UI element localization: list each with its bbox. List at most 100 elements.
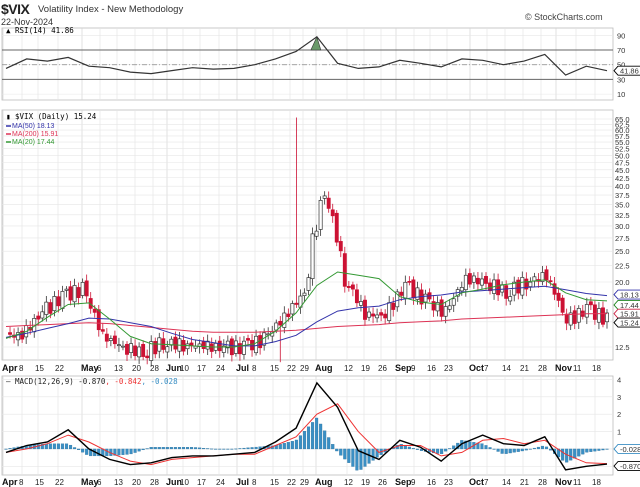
rsi-y-tick: 30 — [617, 75, 625, 84]
candle — [342, 253, 347, 287]
candle — [205, 340, 210, 350]
price-tag-3-text: 15.24 — [620, 319, 639, 328]
candle — [584, 304, 589, 318]
candle — [480, 278, 484, 286]
candle — [104, 333, 109, 342]
candle — [314, 230, 319, 237]
x-tick-label: 20 — [132, 364, 141, 373]
rsi-y-tick: 70 — [617, 46, 625, 55]
macd-y-tick: 1 — [617, 428, 621, 437]
price-tag-1-text: 17.44 — [620, 301, 639, 310]
price-y-tick: 37.5 — [615, 191, 630, 200]
candle — [371, 313, 376, 317]
candle — [56, 296, 61, 307]
x-tick-label: 15 — [270, 364, 279, 373]
price-y-tick: 45.0 — [615, 166, 630, 175]
x-tick-label: 8 — [19, 478, 24, 487]
x-tick-label: Jun — [166, 477, 182, 487]
x-tick-label: 13 — [114, 478, 123, 487]
price-legend: ▮ $VIX (Daily) 15.24 — [6, 112, 97, 121]
candle — [431, 301, 436, 311]
x-tick-label: 11 — [573, 478, 582, 487]
candle — [500, 284, 505, 293]
candle — [294, 302, 299, 305]
candle — [399, 291, 404, 296]
price-y-tick: 35.0 — [615, 201, 630, 210]
candle — [282, 312, 287, 328]
candle — [528, 281, 533, 287]
candle — [391, 302, 396, 310]
x-tick-label: 29 — [300, 364, 309, 373]
price-y-tick: 27.5 — [615, 234, 630, 243]
x-tick-label: 23 — [444, 478, 453, 487]
candle — [544, 269, 549, 281]
rsi-value-tag-text: 41.86 — [620, 67, 639, 76]
candle — [242, 340, 246, 355]
candle — [467, 273, 472, 285]
x-tick-label: 28 — [150, 478, 159, 487]
candle — [592, 304, 597, 320]
candle — [379, 312, 384, 316]
ma20-legend: MA(20) 17.44 — [12, 139, 55, 146]
candle — [403, 281, 408, 299]
candle — [601, 307, 605, 325]
candle — [64, 288, 69, 291]
x-tick-label: Jun — [166, 363, 182, 373]
x-tick-label: 28 — [538, 478, 547, 487]
x-tick-label: 28 — [150, 364, 159, 373]
signal-line — [5, 403, 608, 466]
x-tick-label: Aug — [315, 363, 333, 373]
x-tick-label: 21 — [520, 364, 529, 373]
price-y-tick: 65.0 — [615, 115, 630, 124]
candle — [322, 195, 327, 199]
candle — [149, 341, 154, 361]
price-tag-2-text: 15.91 — [620, 310, 639, 319]
x-tick-label: 29 — [300, 478, 309, 487]
x-tick-label: 7 — [484, 478, 489, 487]
x-tick-label: 16 — [427, 478, 436, 487]
candle — [524, 278, 529, 290]
price-panel: 65.062.560.057.555.052.550.047.545.042.5… — [1, 109, 640, 367]
candle — [560, 297, 565, 313]
candle — [278, 320, 283, 326]
rsi-y-tick: 90 — [617, 31, 625, 40]
candle — [92, 308, 97, 313]
x-tick-label: 8 — [252, 364, 257, 373]
price-tag-3 — [613, 317, 640, 328]
candle — [407, 280, 412, 283]
x-tick-label: 9 — [411, 364, 416, 373]
candle — [121, 345, 125, 348]
candle — [338, 241, 343, 252]
candle — [516, 279, 521, 294]
candle — [572, 310, 577, 324]
candle — [367, 311, 371, 318]
candle — [306, 277, 311, 291]
x-tick-label: 17 — [197, 364, 206, 373]
rsi-y-tick: 10 — [617, 90, 625, 99]
candle — [318, 199, 323, 230]
candle — [80, 281, 85, 296]
candle — [596, 308, 601, 323]
candle — [44, 301, 49, 315]
candle — [96, 309, 101, 331]
candle — [76, 287, 81, 298]
candle — [411, 279, 416, 299]
candle — [326, 197, 331, 209]
x-tick-label: Nov — [555, 363, 572, 373]
x-tick-label: 15 — [270, 478, 279, 487]
x-tick-label: 18 — [592, 478, 601, 487]
x-tick-label: Jul — [236, 363, 249, 373]
x-tick-label: Jul — [236, 477, 249, 487]
candle — [246, 338, 250, 341]
price-tag-1 — [613, 299, 640, 310]
candle — [504, 285, 509, 299]
x-tick-label: May — [81, 477, 99, 487]
candle — [605, 312, 609, 323]
macd-value-tag-text: -0.870 — [620, 462, 640, 471]
candle — [447, 305, 452, 310]
candle — [141, 344, 146, 357]
candle — [363, 299, 367, 320]
candle — [201, 340, 206, 349]
x-tick-label: 17 — [197, 478, 206, 487]
